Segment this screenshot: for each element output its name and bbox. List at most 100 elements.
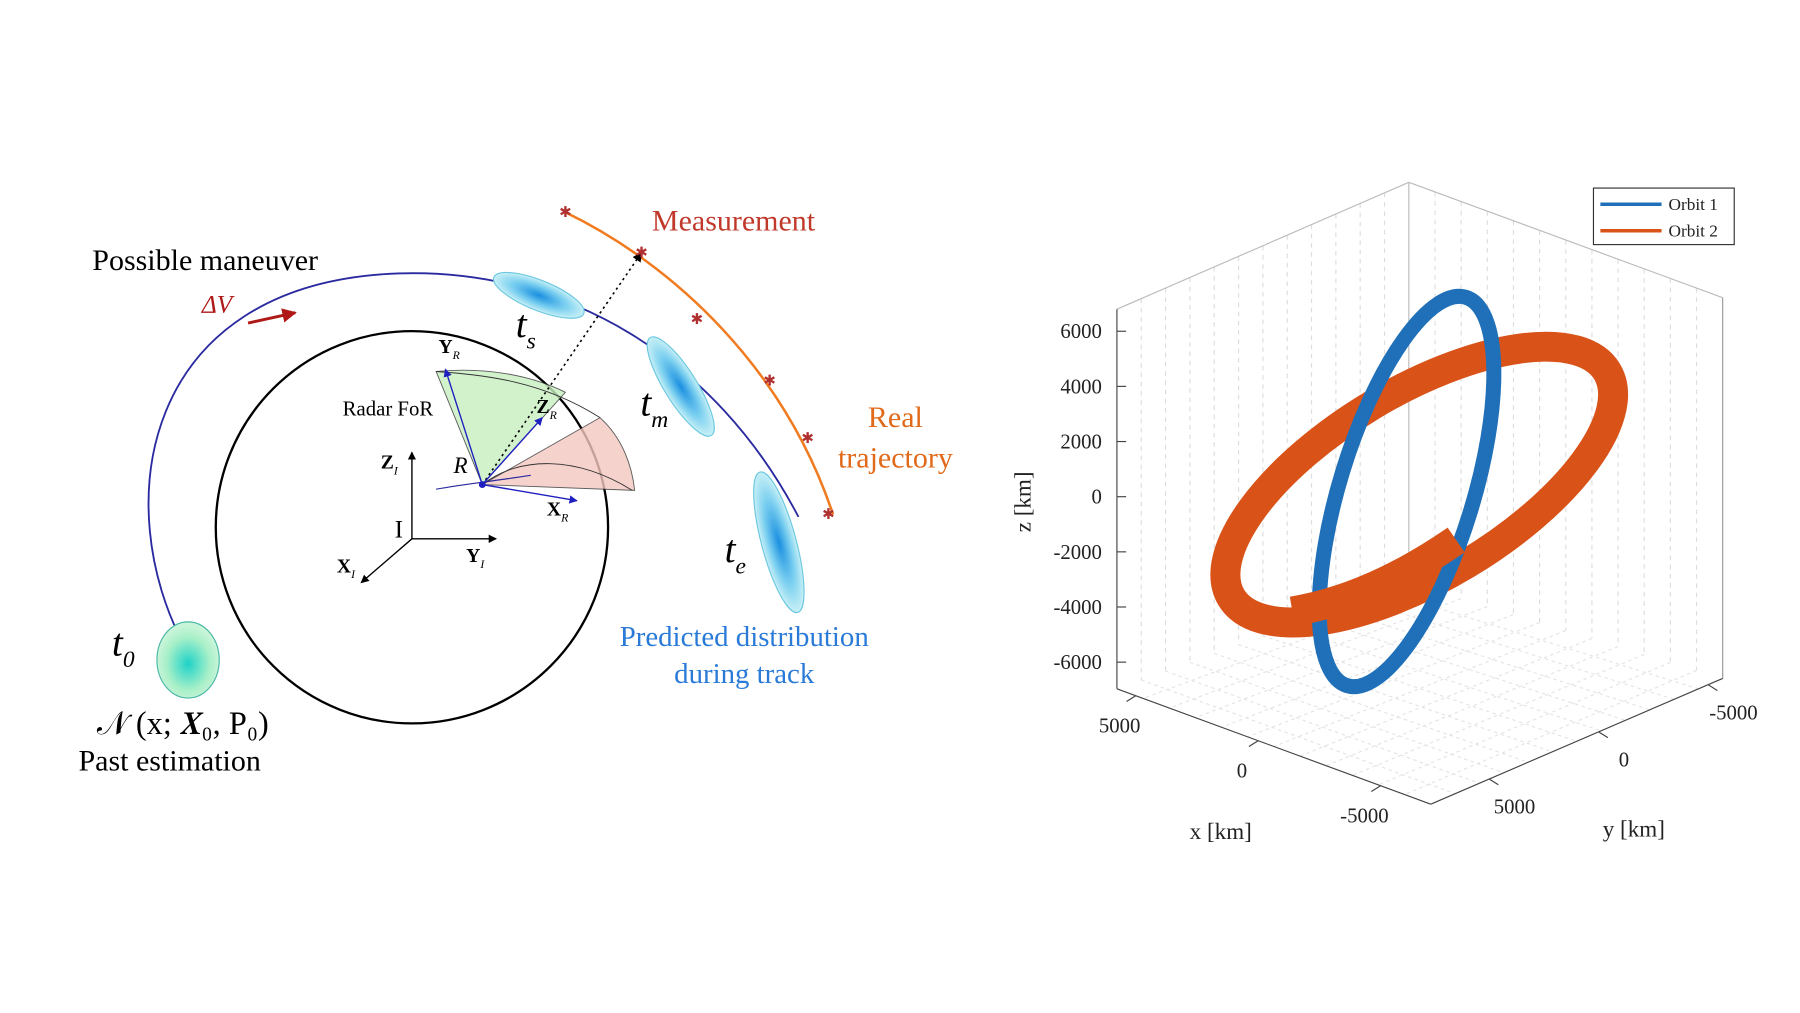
box-edge (1408, 181, 1723, 299)
radar-fov (482, 463, 633, 491)
base: Z (537, 397, 550, 418)
subscript: R (560, 512, 568, 525)
floor-grid (1325, 645, 1619, 767)
orbit-1 (1311, 288, 1502, 695)
label: te (725, 528, 746, 580)
measurement-star: ✱ (763, 373, 776, 389)
subscript: I (393, 464, 399, 477)
base: Y (438, 337, 452, 358)
base: Y (466, 546, 480, 567)
y-axis-label: y [km] (1603, 815, 1665, 841)
subscript: s (527, 329, 536, 355)
delta-v-arrow (247, 308, 297, 325)
distribution (753, 471, 805, 614)
legend-box (1592, 187, 1735, 246)
z-tick-label: -2000 (1053, 542, 1101, 564)
z-tick-label: 4000 (1060, 376, 1102, 398)
measurements: ✱ ✱ ✱ ✱ ✱ ✱ (559, 205, 835, 523)
z-tick-label: -4000 (1053, 597, 1101, 619)
initial-distribution (156, 621, 220, 699)
measurement-star: ✱ (635, 245, 648, 261)
subscript: R (549, 409, 557, 422)
legend-label: Orbit 2 (1668, 222, 1717, 241)
label: ZR (537, 397, 557, 422)
base: t (640, 381, 652, 424)
base: X (337, 556, 351, 577)
label: XR (547, 500, 568, 525)
label: ZI (381, 452, 399, 477)
base: t (112, 621, 124, 664)
label: YI (466, 546, 485, 571)
subscript: m (651, 407, 668, 433)
label: Possible maneuver (92, 244, 318, 277)
x-tick-label: 5000 (1099, 716, 1141, 738)
y-tick-label: 5000 (1494, 797, 1536, 819)
axis-xr (482, 483, 578, 504)
axis-yr (443, 368, 483, 485)
orbit-2-front (1289, 527, 1465, 627)
floor-grid (1404, 669, 1697, 796)
subscript: R (452, 349, 460, 362)
floor-grid (1299, 637, 1593, 757)
plot-3d: 6000 4000 2000 0 -2000 -4000 -6000 5000 0 -5000 -5… (1009, 181, 1758, 844)
x-tick (1248, 740, 1259, 747)
measurement-star: ✱ (822, 507, 835, 523)
trajectory-real (564, 211, 835, 515)
label: 𝒩 (x; 𝑿₀, P₀) (97, 705, 269, 741)
floor-grid (1247, 622, 1540, 738)
x-tick-label: -5000 (1340, 806, 1388, 828)
floor-grid (1141, 679, 1456, 795)
y-tick-label: 0 (1619, 749, 1629, 771)
z-tick-label: -6000 (1053, 652, 1101, 674)
y-tick (1707, 684, 1718, 691)
label: Radar FoR (343, 398, 434, 420)
label: XI (337, 556, 356, 581)
label: Predicted distribution (620, 621, 869, 653)
label: trajectory (838, 441, 953, 474)
diagram: ✱ ✱ ✱ ✱ ✱ ✱ (147, 205, 835, 725)
y-tick (1598, 731, 1609, 739)
measurement-star: ✱ (691, 312, 704, 328)
x-axis-label: x [km] (1190, 818, 1252, 844)
subscript: 0 (123, 647, 135, 673)
label: Measurement (652, 205, 816, 238)
floor-grid (1262, 635, 1577, 742)
y-tick (1488, 778, 1499, 786)
distribution (492, 271, 585, 319)
label: I (395, 516, 403, 544)
label: tm (640, 381, 668, 433)
axis-line (1116, 688, 1431, 805)
box-edge (1116, 181, 1410, 310)
label: ΔV (201, 291, 235, 319)
subscript: I (479, 558, 485, 571)
label: R (452, 452, 467, 478)
radar-fov (436, 371, 601, 419)
floor-grid (1165, 670, 1480, 784)
radar-site (478, 481, 486, 489)
radar-fov (480, 417, 636, 491)
subscript: e (736, 554, 746, 580)
base: Z (381, 452, 394, 473)
label: Real (868, 401, 923, 434)
axis-xi (360, 538, 413, 584)
earth (214, 329, 610, 725)
label: t0 (112, 621, 135, 673)
radar-horizon (436, 474, 531, 490)
base: t (516, 303, 528, 346)
z-axis-label: z [km] (1009, 471, 1035, 532)
floor-grid (1352, 653, 1645, 776)
z-tick-label: 0 (1092, 487, 1102, 509)
floor-grid (1378, 661, 1671, 786)
axis-zr (481, 417, 543, 486)
measurement-star: ✱ (801, 431, 814, 447)
legend-label: Orbit 1 (1668, 195, 1717, 214)
axis-line (1430, 677, 1723, 805)
measurement-star: ✱ (559, 205, 572, 221)
z-tick-label: 6000 (1060, 321, 1102, 343)
label: YR (438, 337, 459, 362)
y-tick-label: -5000 (1709, 702, 1757, 724)
distribution (646, 336, 715, 437)
z-tick-label: 2000 (1060, 431, 1102, 453)
